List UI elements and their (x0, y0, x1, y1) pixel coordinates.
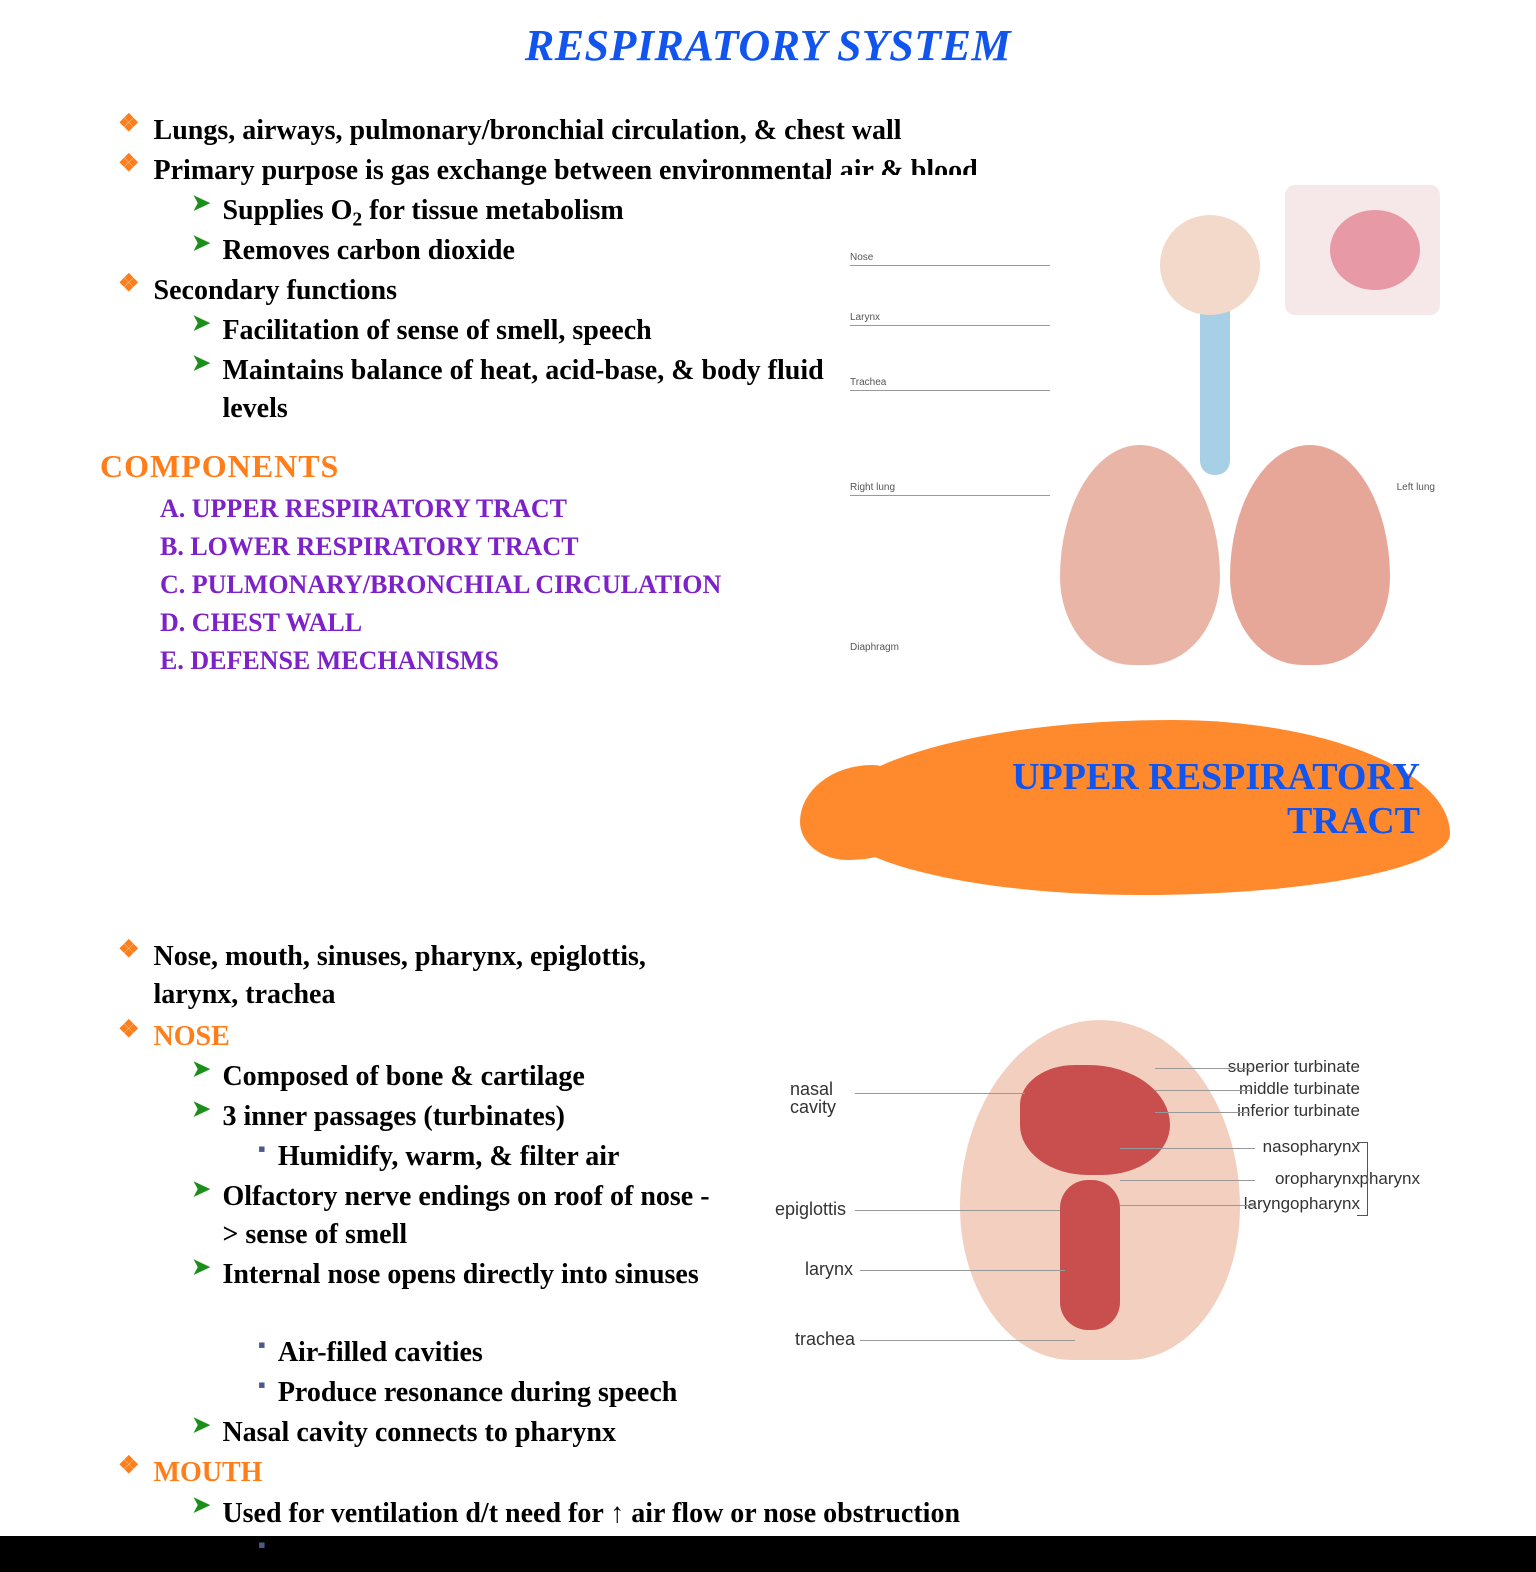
diamond-icon: ❖ (118, 1454, 140, 1478)
arrow-icon: ➤ (192, 1098, 210, 1120)
arrow-icon: ➤ (192, 1414, 210, 1436)
upper-sub: ➤ Internal nose opens directly into sinu… (192, 1256, 712, 1294)
diamond-icon: ❖ (118, 112, 140, 136)
components-item: A. UPPER RESPIRATORY TRACT (160, 494, 567, 524)
components-item: B. LOWER RESPIRATORY TRACT (160, 532, 579, 562)
components-heading: COMPONENTS (100, 448, 339, 485)
intro-sub: ➤ Facilitation of sense of smell, speech (192, 312, 652, 350)
components-item: D. CHEST WALL (160, 608, 362, 638)
intro-sub: ➤ Maintains balance of heat, acid-base, … (192, 352, 832, 428)
page-title: RESPIRATORY SYSTEM (0, 20, 1536, 71)
diamond-icon: ❖ (118, 1018, 140, 1042)
arrow-icon: ➤ (192, 352, 210, 374)
upper-sub: ➤ Composed of bone & cartilage (192, 1058, 585, 1096)
upper-sub: ➤ 3 inner passages (turbinates) (192, 1098, 565, 1136)
components-item: E. DEFENSE MECHANISMS (160, 646, 499, 676)
arrow-icon: ➤ (192, 1256, 210, 1278)
section-heading: UPPER RESPIRATORY TRACT (880, 755, 1420, 843)
arrow-icon: ➤ (192, 1178, 210, 1200)
components-item: C. PULMONARY/BRONCHIAL CIRCULATION (160, 570, 721, 600)
upper-subsub: ▪ Produce resonance during speech (258, 1374, 677, 1412)
upper-sub: ➤ Used for ventilation d/t need for ↑ ai… (192, 1494, 960, 1533)
arrow-icon: ➤ (192, 1058, 210, 1080)
intro-item: ❖ Lungs, airways, pulmonary/bronchial ci… (118, 112, 902, 150)
upper-heading-nose: ❖ NOSE (118, 1018, 230, 1056)
upper-sub: ➤ Olfactory nerve endings on roof of nos… (192, 1178, 712, 1254)
arrow-icon: ➤ (192, 312, 210, 334)
arrow-icon: ➤ (192, 232, 210, 254)
diamond-icon: ❖ (118, 152, 140, 176)
square-icon: ▪ (258, 1374, 266, 1396)
arrow-icon: ➤ (192, 1494, 210, 1516)
upper-item: ❖ Nose, mouth, sinuses, pharynx, epiglot… (118, 938, 678, 1014)
diamond-icon: ❖ (118, 272, 140, 296)
upper-subsub: ▪ Air-filled cavities (258, 1334, 483, 1372)
intro-sub: ➤ Supplies O2 for tissue metabolism (192, 192, 624, 234)
diamond-icon: ❖ (118, 938, 140, 962)
square-icon: ▪ (258, 1534, 266, 1556)
upper-sub: ➤ Nasal cavity connects to pharynx (192, 1414, 616, 1452)
upper-subsub: ▪ Subpar for filtering & humidifying air… (258, 1534, 1004, 1572)
square-icon: ▪ (258, 1138, 266, 1160)
figure-respiratory-overview: Nose Larynx Trachea Right lung Left lung… (830, 175, 1450, 705)
figure-upper-respiratory: nasalcavity epiglottis larynx trachea su… (760, 1010, 1420, 1380)
intro-sub: ➤ Removes carbon dioxide (192, 232, 515, 270)
intro-item: ❖ Secondary functions (118, 272, 397, 310)
arrow-icon: ➤ (192, 192, 210, 214)
upper-subsub: ▪ Humidify, warm, & filter air (258, 1138, 619, 1176)
upper-heading-mouth: ❖ MOUTH (118, 1454, 262, 1492)
square-icon: ▪ (258, 1334, 266, 1356)
